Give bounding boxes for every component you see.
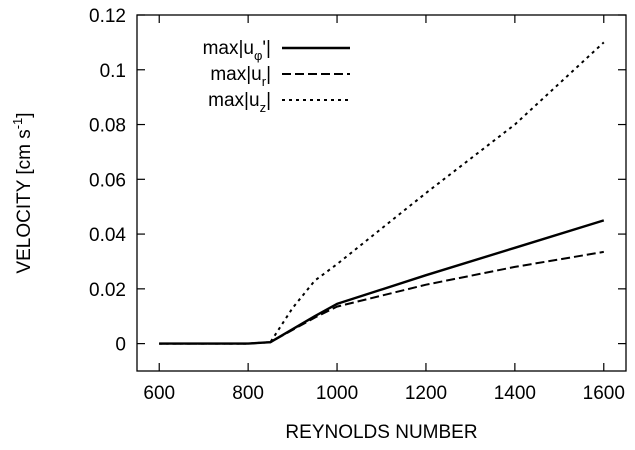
y-axis-label-close: ] bbox=[14, 112, 35, 117]
x-tick-label: 1600 bbox=[583, 383, 625, 404]
y-tick-label: 0.06 bbox=[89, 170, 126, 191]
series-line-dotted bbox=[159, 41, 605, 345]
legend-label: max|ur| bbox=[210, 64, 271, 89]
y-tick-label: 0.12 bbox=[89, 6, 126, 27]
legend-label-sub: r bbox=[262, 74, 267, 89]
y-tick-label: 0.02 bbox=[89, 280, 126, 301]
y-tick-label: 0.08 bbox=[89, 116, 126, 137]
y-tick-label: 0.1 bbox=[100, 61, 126, 82]
y-axis-label: VELOCITY [cm s-1] bbox=[10, 112, 35, 273]
y-axis-label-text: VELOCITY [cm s bbox=[14, 129, 35, 273]
x-tick-label: 600 bbox=[143, 383, 175, 404]
plot-frame bbox=[136, 14, 627, 372]
legend-label-tail: | bbox=[266, 64, 271, 85]
x-tick-label: 1400 bbox=[494, 383, 536, 404]
legend-label-main: max|u bbox=[203, 38, 254, 59]
plot-area bbox=[159, 41, 605, 345]
legend-label-main: max|u bbox=[208, 90, 259, 111]
x-axis-label: REYNOLDS NUMBER bbox=[285, 422, 477, 443]
x-tick-label: 800 bbox=[232, 383, 264, 404]
legend: max|uφ'|max|ur|max|uz| bbox=[203, 38, 350, 115]
y-axis-label-sup: -1 bbox=[10, 118, 25, 130]
y-tick-label: 0 bbox=[115, 335, 126, 356]
y-tick-label: 0.04 bbox=[89, 225, 126, 246]
x-tick-label: 1200 bbox=[405, 383, 447, 404]
legend-label: max|uz| bbox=[208, 90, 271, 115]
x-tick-label: 1000 bbox=[316, 383, 358, 404]
legend-label-tail: '| bbox=[262, 38, 271, 59]
series-line-solid bbox=[159, 219, 605, 345]
series-line-dashed bbox=[159, 250, 604, 345]
legend-label-main: max|u bbox=[210, 64, 261, 85]
legend-label-tail: | bbox=[266, 90, 271, 111]
legend-label-sub: z bbox=[260, 100, 267, 115]
legend-label: max|uφ'| bbox=[203, 38, 271, 63]
legend-label-sub: φ bbox=[254, 48, 262, 63]
axes: 600 800 1000 1200 1400 1600 0 0.02 0.04 0.06 0.08 0… bbox=[89, 6, 627, 404]
